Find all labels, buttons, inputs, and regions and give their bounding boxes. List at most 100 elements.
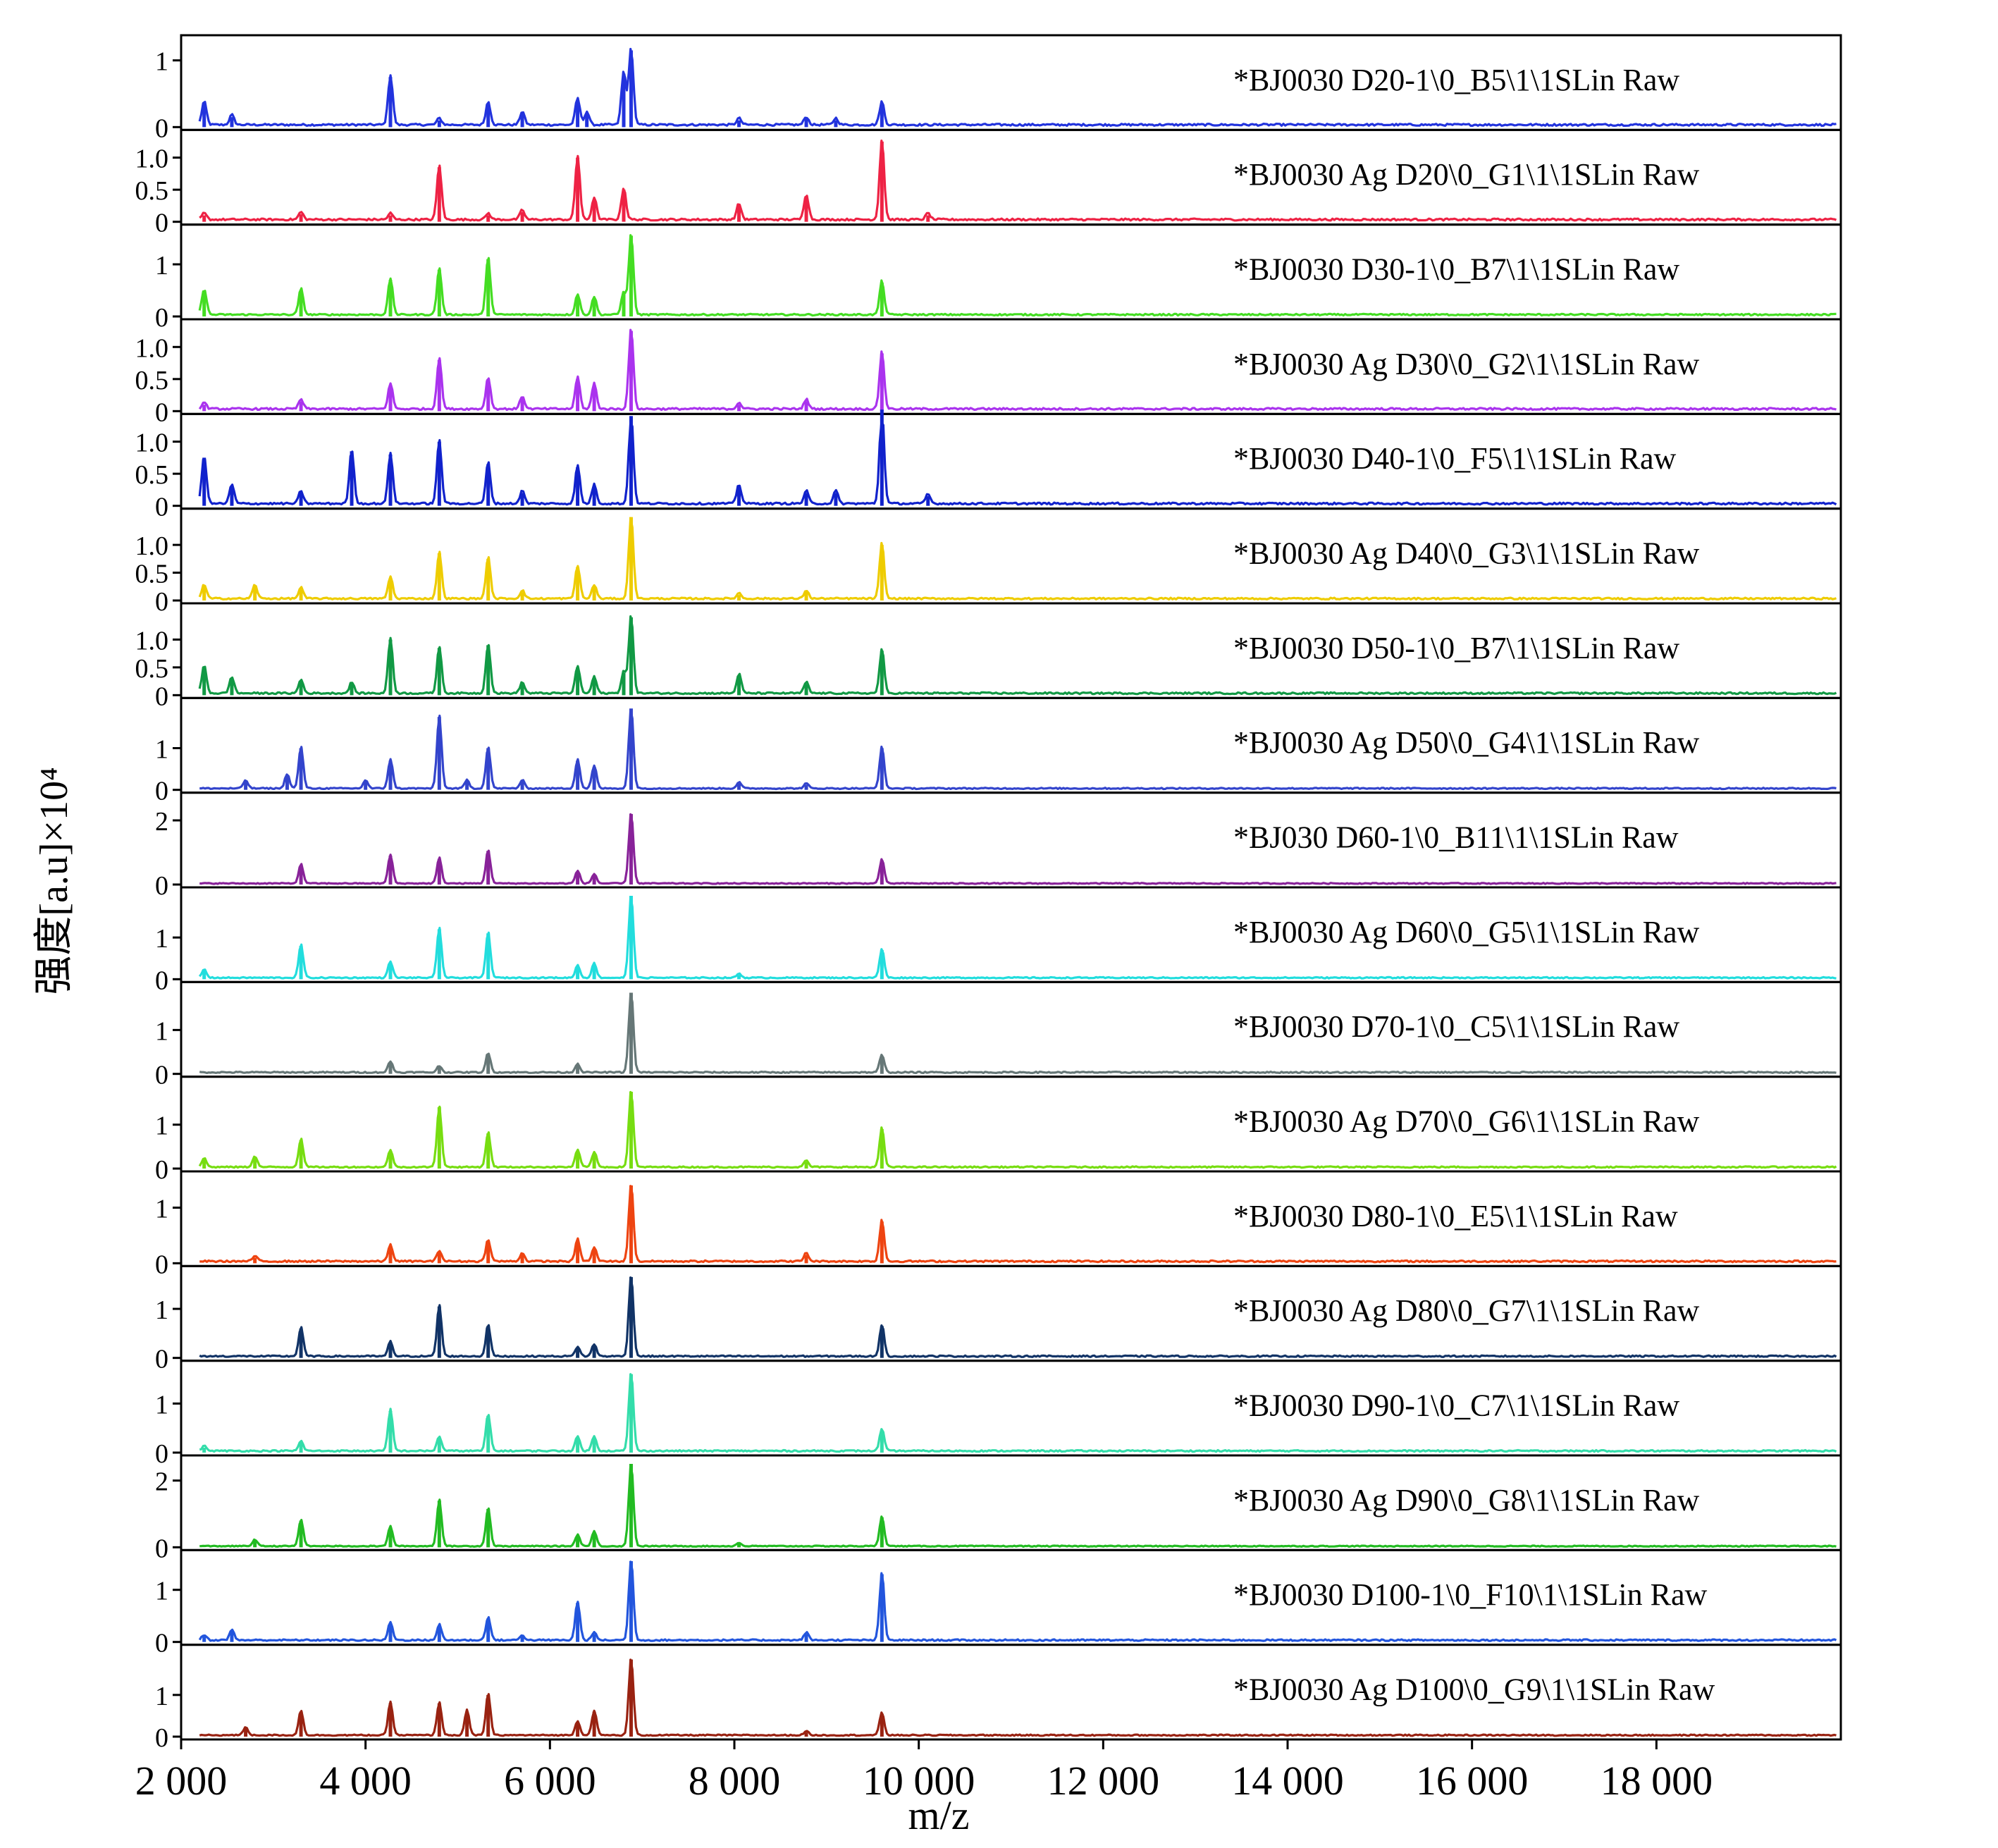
x-tick-label: 14 000: [1231, 1758, 1344, 1804]
x-tick-label: 8 000: [689, 1758, 781, 1804]
y-tick-label: 0: [155, 113, 168, 143]
sample-label: *BJ0030 D30-1\0_B7\1\1SLin Raw: [1233, 252, 1679, 287]
y-tick-label: 0: [155, 1534, 168, 1563]
spectrum-line: [198, 1560, 1837, 1642]
y-tick-label: 0: [155, 777, 168, 806]
sample-label: *BJ030 D60-1\0_B11\1\1SLin Raw: [1233, 820, 1679, 855]
y-tick-label: 0.5: [135, 654, 169, 684]
sample-label: *BJ0030 Ag D50\0_G4\1\1SLin Raw: [1233, 725, 1699, 760]
y-tick-label: 0: [155, 1345, 168, 1374]
sample-label: *BJ0030 D50-1\0_B7\1\1SLin Raw: [1233, 631, 1679, 665]
spectrum-line: [198, 234, 1837, 317]
y-tick-label: 1: [155, 251, 168, 281]
spectrum-panel: 0 1 *BJ0030 Ag D50\0_G4\1\1SLin Raw: [155, 696, 1842, 806]
spectrum-line: [199, 708, 1837, 791]
y-tick-label: 2: [155, 1467, 168, 1497]
spectrum-panel: 0 0.51.0 *BJ0030 D40-1\0_F5\1\1SLin Raw: [135, 409, 1842, 522]
y-tick-label: 1: [155, 1682, 168, 1711]
y-tick-label: 1: [155, 1111, 168, 1141]
y-tick-label: 0: [155, 209, 168, 238]
y-tick-label: 0: [155, 303, 168, 333]
spectrum-line: [198, 47, 1837, 127]
spectrum-line: [199, 1276, 1837, 1358]
y-tick-label: 1.0: [135, 626, 169, 655]
y-axis-title: 强度[a.u]×10⁴: [32, 767, 76, 994]
y-tick-label: 0: [155, 587, 168, 617]
panel-frame: [180, 1644, 1842, 1741]
sample-label: *BJ0030 D80-1\0_E5\1\1SLin Raw: [1233, 1199, 1678, 1233]
spectrum-line: [199, 1658, 1837, 1737]
spectrum-line: [199, 1185, 1837, 1264]
sample-label: *BJ0030 D20-1\0_B5\1\1SLin Raw: [1233, 63, 1679, 97]
y-tick-label: 1: [155, 1194, 168, 1224]
sample-label: *BJ0030 D40-1\0_F5\1\1SLin Raw: [1233, 441, 1676, 476]
x-axis-title: m/z: [908, 1792, 970, 1838]
y-tick-label: 0: [155, 398, 168, 427]
spectrum-panel: 0 2 *BJ030 D60-1\0_B11\1\1SLin Raw: [155, 791, 1842, 901]
y-tick-label: 1: [155, 1016, 168, 1046]
y-tick-label: 2: [155, 807, 168, 837]
y-tick-label: 1.0: [135, 429, 169, 458]
spectrum-line: [198, 1090, 1837, 1169]
y-tick-label: 0: [155, 871, 168, 901]
x-tick-label: 2 000: [135, 1758, 228, 1804]
spectrum-panel: 0 1 *BJ0030 D70-1\0_C5\1\1SLin Raw: [155, 980, 1842, 1090]
spectrum-panel: 0 1 *BJ0030 D90-1\0_C7\1\1SLin Raw: [155, 1360, 1842, 1469]
y-tick-label: 1: [155, 735, 168, 765]
y-tick-label: 1: [155, 1577, 168, 1606]
x-axis: 2 000 4 000 6 000 8 000 10 000 12 000 14 000 16…: [135, 1739, 1713, 1804]
spectrum-line: [199, 813, 1837, 885]
spectrum-panel: 0 1 *BJ0030 Ag D80\0_G7\1\1SLin Raw: [155, 1264, 1842, 1374]
spectrum-line: [199, 992, 1837, 1074]
y-tick-label: 1.0: [135, 333, 169, 363]
y-tick-label: 0: [155, 1629, 168, 1658]
sample-label: *BJ0030 Ag D80\0_G7\1\1SLin Raw: [1233, 1293, 1699, 1328]
y-tick-label: 0: [155, 493, 168, 522]
sample-label: *BJ0030 Ag D30\0_G2\1\1SLin Raw: [1233, 347, 1699, 381]
spectrum-panel: 0 1 *BJ0030 D20-1\0_B5\1\1SLin Raw: [155, 34, 1842, 143]
spectrum-line: [198, 328, 1837, 412]
y-tick-label: 0: [155, 966, 168, 995]
spectrum-line: [199, 1373, 1837, 1453]
y-tick-label: 0: [155, 1723, 168, 1753]
spectrum-line: [199, 1464, 1837, 1548]
spectrum-panel: 0 1 *BJ0030 D100-1\0_F10\1\1SLin Raw: [155, 1548, 1842, 1658]
spectrum-line: [198, 421, 1837, 506]
y-tick-label: 0.5: [135, 366, 169, 395]
spectrum-line: [198, 896, 1837, 980]
spectrum-line: [198, 517, 1837, 600]
y-tick-label: 1: [155, 47, 168, 77]
y-tick-label: 0: [155, 1439, 168, 1469]
spectrum-panel: 0 1 *BJ0030 D30-1\0_B7\1\1SLin Raw: [155, 223, 1842, 333]
sample-label: *BJ0030 D90-1\0_C7\1\1SLin Raw: [1233, 1388, 1679, 1423]
y-tick-label: 1.0: [135, 531, 169, 561]
sample-label: *BJ0030 D100-1\0_F10\1\1SLin Raw: [1233, 1577, 1707, 1612]
sample-label: *BJ0030 D70-1\0_C5\1\1SLin Raw: [1233, 1009, 1679, 1044]
spectrum-line: [198, 615, 1837, 696]
spectrum-panel: 0 1 *BJ0030 Ag D100\0_G9\1\1SLin Raw: [155, 1644, 1842, 1753]
spectrum-panel: 0 0.51.0 *BJ0030 Ag D20\0_G1\1\1SLin Raw: [135, 128, 1842, 238]
x-tick-label: 10 000: [863, 1758, 975, 1804]
spectrum-panel: 0 1 *BJ0030 Ag D60\0_G5\1\1SLin Raw: [155, 886, 1842, 995]
y-tick-label: 0: [155, 1061, 168, 1090]
x-tick-label: 6 000: [504, 1758, 596, 1804]
spectrum-line: [199, 140, 1837, 222]
y-tick-label: 0: [155, 1155, 168, 1185]
y-tick-label: 1: [155, 1295, 168, 1325]
spectrum-panel: 0 1 *BJ0030 D80-1\0_E5\1\1SLin Raw: [155, 1170, 1842, 1279]
spectrum-panel: 00.51.0 *BJ0030 D50-1\0_B7\1\1SLin Raw: [135, 602, 1842, 711]
sample-label: *BJ0030 Ag D40\0_G3\1\1SLin Raw: [1233, 536, 1699, 571]
spectrum-panel: 0 0.5 1.0 *BJ0030 Ag D30\0_G2\1\1SLin Raw: [135, 318, 1842, 427]
sample-label: *BJ0030 Ag D60\0_G5\1\1SLin Raw: [1233, 915, 1699, 949]
y-tick-label: 0.5: [135, 560, 169, 589]
y-tick-label: 1: [155, 1390, 168, 1419]
y-tick-label: 1.0: [135, 144, 169, 174]
x-tick-label: 18 000: [1601, 1758, 1713, 1804]
sample-label: *BJ0030 Ag D70\0_G6\1\1SLin Raw: [1233, 1104, 1699, 1139]
x-tick-label: 12 000: [1047, 1758, 1160, 1804]
spectrum-panel: 0 1 *BJ0030 Ag D70\0_G6\1\1SLin Raw: [155, 1076, 1842, 1185]
y-tick-label: 1: [155, 924, 168, 954]
